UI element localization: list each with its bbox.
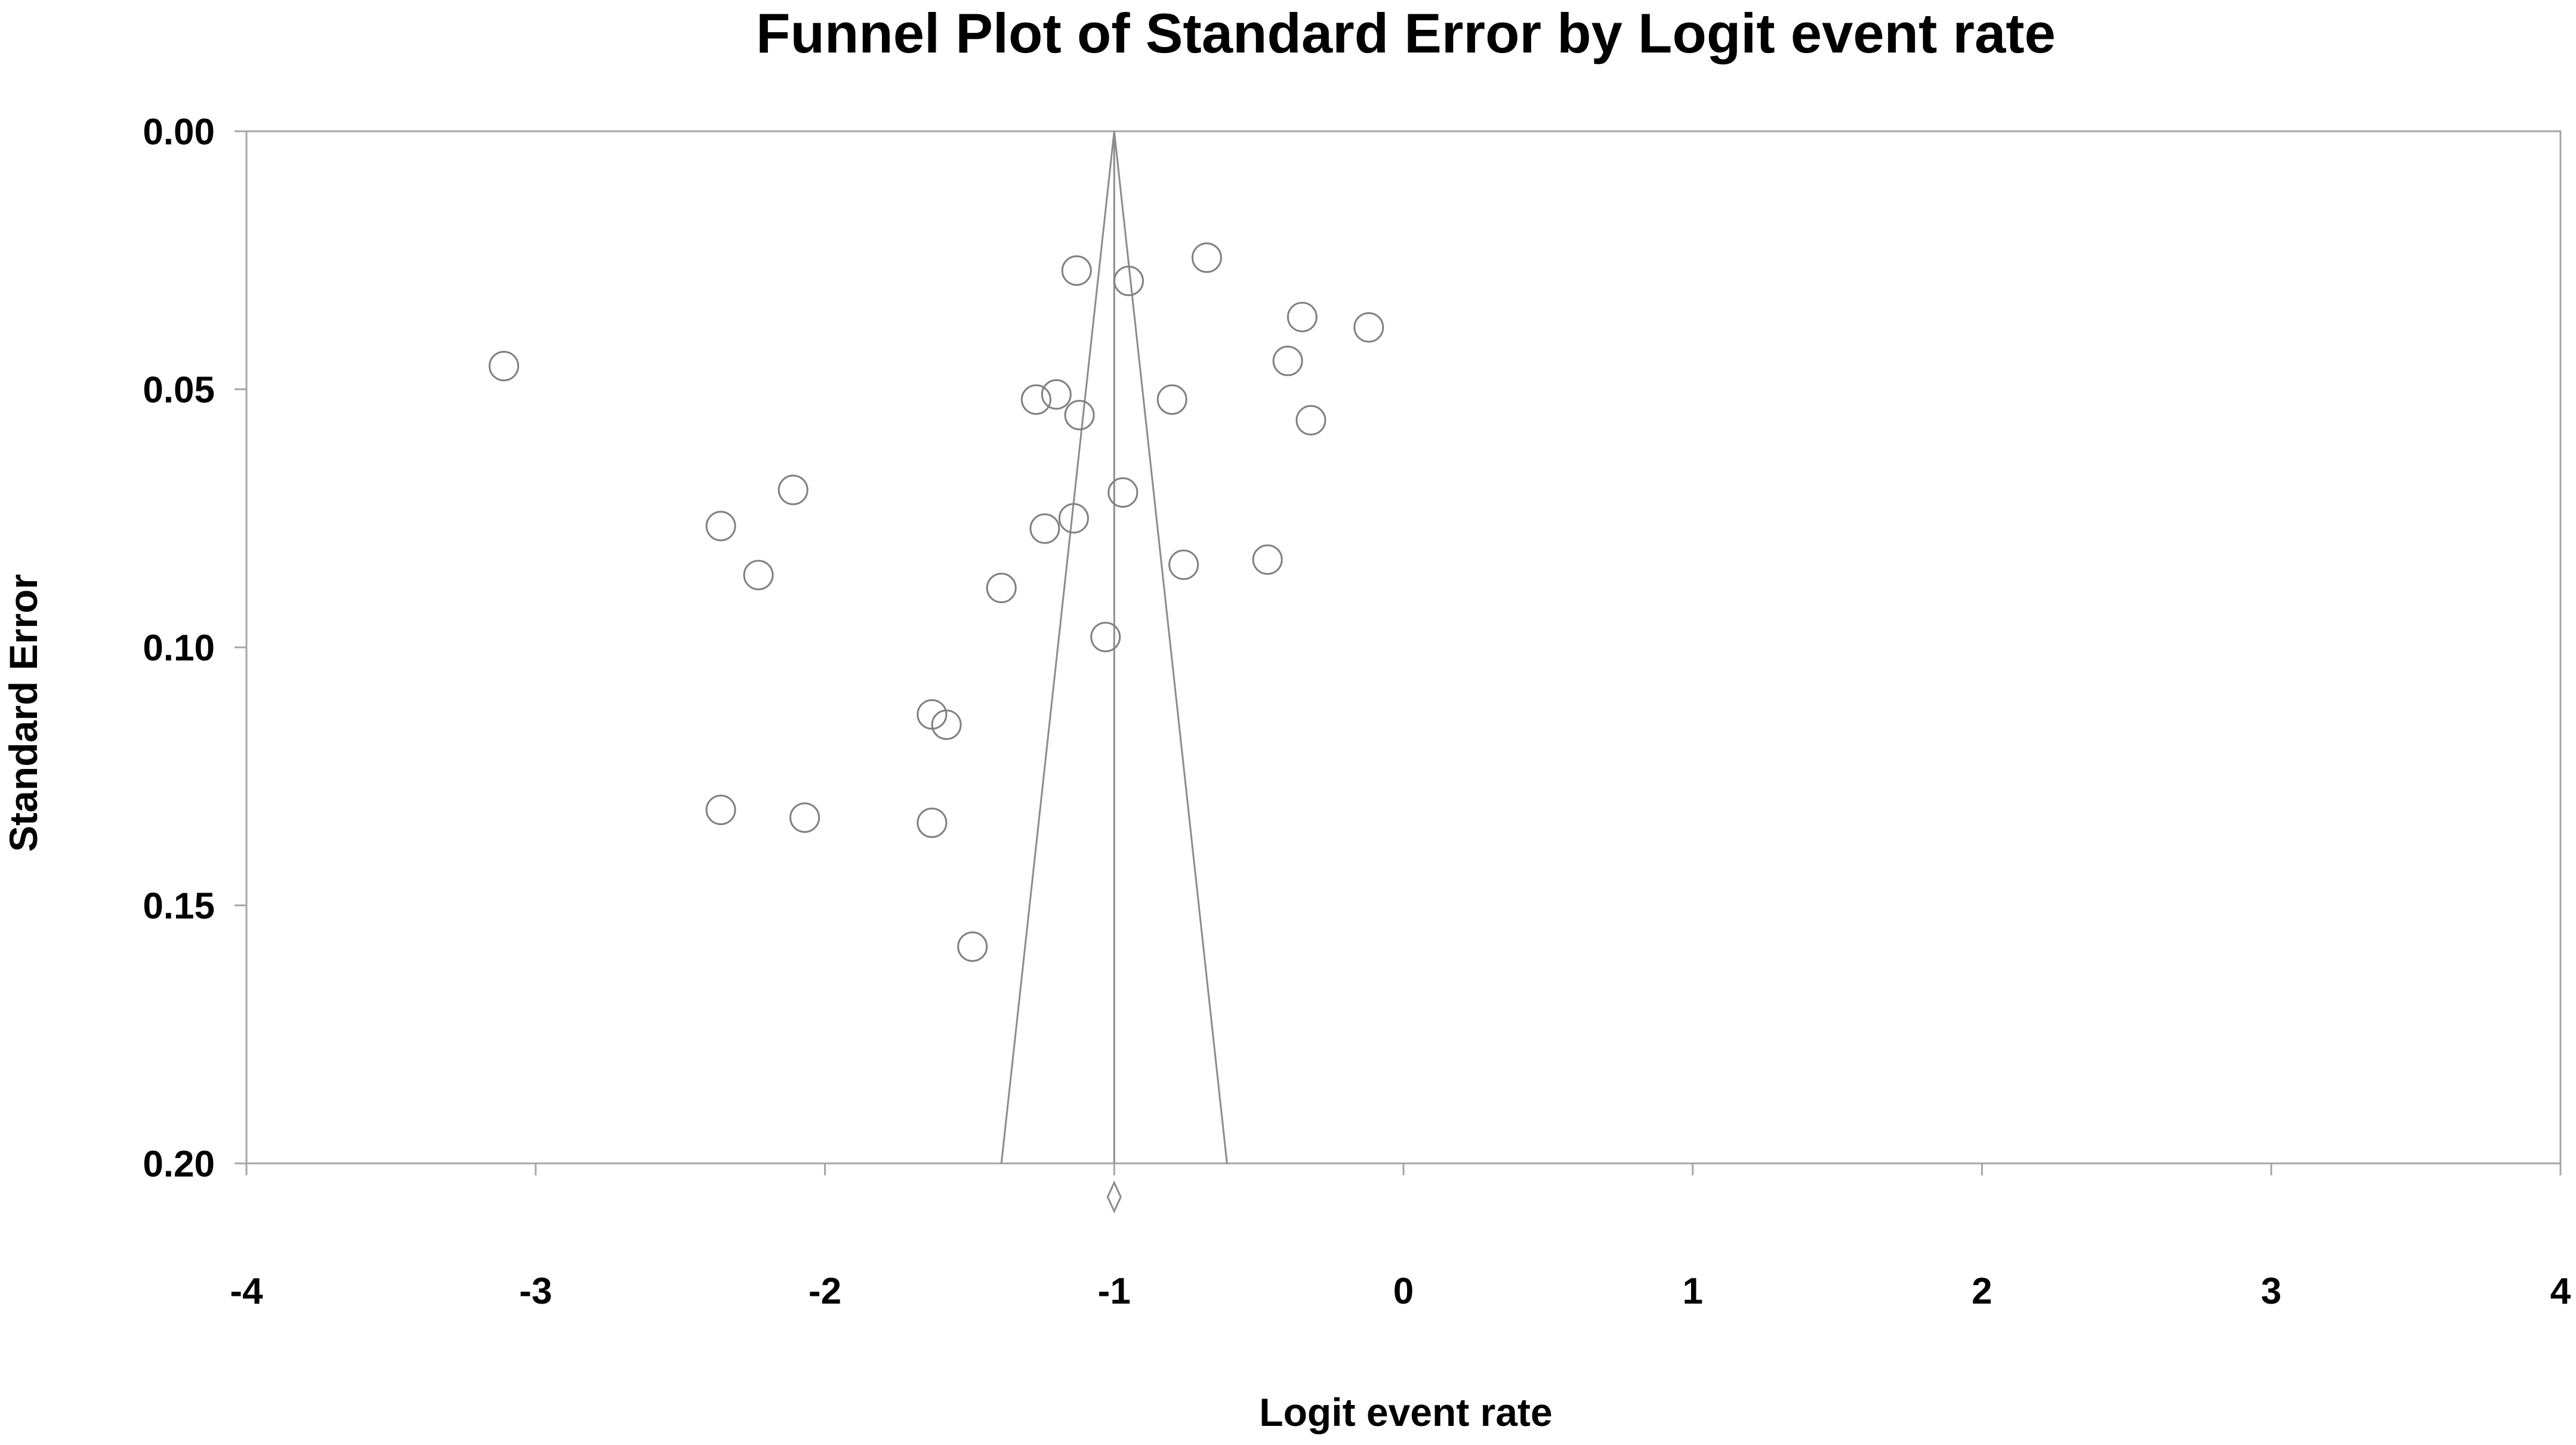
plot-area-frame: [245, 130, 2562, 1165]
study-point: [705, 511, 736, 542]
study-point: [957, 931, 988, 962]
study-point: [1020, 384, 1051, 415]
study-point: [931, 709, 962, 740]
x-tick-label: 1: [1683, 1271, 1703, 1312]
y-axis: 0.00 0.05 0.10 0.15 0.20: [143, 112, 246, 1185]
x-axis-title: Logit event rate: [1259, 1390, 1552, 1434]
x-tick-label: 0: [1393, 1271, 1414, 1312]
study-point: [1287, 301, 1318, 332]
study-point: [1058, 503, 1089, 534]
study-point: [1090, 622, 1121, 653]
study-point: [917, 807, 948, 838]
study-points: [488, 242, 1384, 962]
x-axis: -4 -3 -2 -1 0 1 2 3 4: [230, 1163, 2571, 1312]
study-point: [778, 474, 809, 505]
chart-title: Funnel Plot of Standard Error by Logit e…: [756, 2, 2056, 64]
funnel-left-line: [1000, 131, 1115, 1164]
study-point: [1168, 549, 1199, 581]
study-point: [705, 794, 736, 825]
study-point: [1107, 477, 1139, 508]
study-point: [1191, 242, 1222, 273]
study-point: [1272, 345, 1303, 376]
summary-diamond: [1106, 1180, 1122, 1214]
study-point: [1156, 384, 1187, 415]
y-tick-label: 0.00: [143, 112, 215, 153]
funnel-lines: [1000, 131, 1228, 1214]
study-point: [1295, 405, 1326, 436]
study-point: [986, 573, 1017, 604]
study-point: [1252, 544, 1283, 575]
y-tick-label: 0.15: [143, 886, 215, 927]
study-point: [1029, 513, 1060, 544]
x-tick-label: 4: [2550, 1271, 2571, 1312]
study-point: [488, 351, 519, 382]
y-tick-label: 0.20: [143, 1144, 215, 1185]
y-tick-label: 0.10: [143, 628, 215, 669]
study-point: [1113, 265, 1144, 297]
funnel-right-line: [1113, 131, 1228, 1164]
study-point: [1064, 400, 1095, 431]
y-axis-title: Standard Error: [1, 574, 45, 852]
x-tick-label: 3: [2261, 1271, 2281, 1312]
study-point: [743, 560, 774, 591]
study-point: [1061, 255, 1092, 286]
study-point: [789, 802, 820, 833]
x-tick-label: -3: [519, 1271, 552, 1312]
y-tick-label: 0.05: [143, 370, 215, 411]
x-tick-label: -1: [1098, 1271, 1131, 1312]
x-tick-label: -4: [230, 1271, 263, 1312]
x-tick-label: -2: [809, 1271, 841, 1312]
x-tick-label: 2: [1972, 1271, 1992, 1312]
study-point: [1353, 312, 1384, 343]
study-point: [1041, 379, 1072, 410]
